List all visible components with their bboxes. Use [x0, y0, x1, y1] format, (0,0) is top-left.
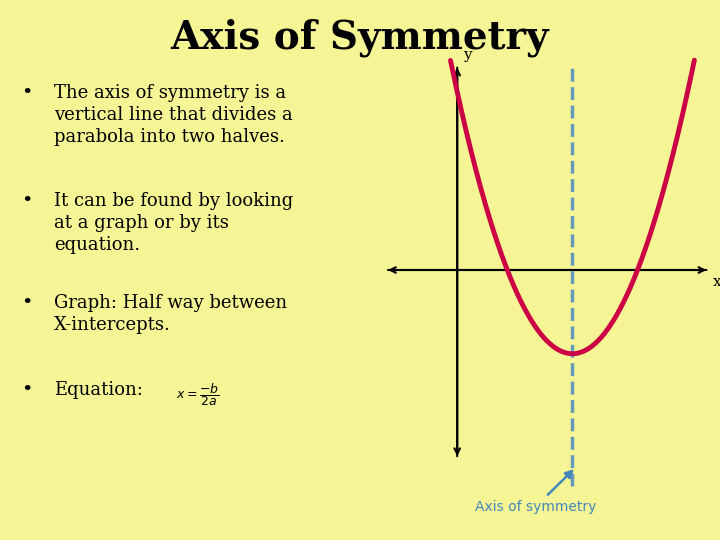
Text: x: x — [713, 275, 720, 289]
Text: The axis of symmetry is a
vertical line that divides a
parabola into two halves.: The axis of symmetry is a vertical line … — [54, 84, 293, 146]
Text: Axis of Symmetry: Axis of Symmetry — [171, 19, 549, 57]
Text: $x=\dfrac{-b}{2a}$: $x=\dfrac{-b}{2a}$ — [176, 381, 220, 408]
Text: •: • — [22, 294, 33, 312]
Text: Axis of symmetry: Axis of symmetry — [475, 471, 597, 514]
Text: •: • — [22, 381, 33, 399]
Text: •: • — [22, 192, 33, 210]
Text: •: • — [22, 84, 33, 102]
Text: y: y — [463, 48, 472, 62]
Text: Equation:: Equation: — [54, 381, 143, 399]
Text: It can be found by looking
at a graph or by its
equation.: It can be found by looking at a graph or… — [54, 192, 293, 254]
Text: Graph: Half way between
X-intercepts.: Graph: Half way between X-intercepts. — [54, 294, 287, 334]
